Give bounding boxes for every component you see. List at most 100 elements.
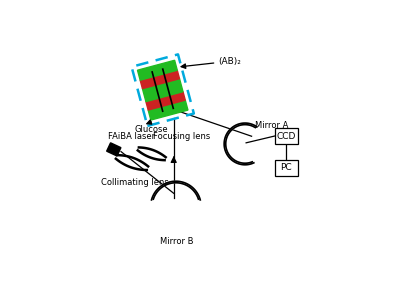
Polygon shape xyxy=(241,123,242,125)
Polygon shape xyxy=(228,155,230,157)
Text: Mirror A: Mirror A xyxy=(255,121,288,130)
Polygon shape xyxy=(244,123,245,125)
Polygon shape xyxy=(170,182,171,184)
Polygon shape xyxy=(153,196,155,197)
Polygon shape xyxy=(107,143,121,156)
Polygon shape xyxy=(138,60,177,80)
Polygon shape xyxy=(190,187,192,188)
Polygon shape xyxy=(252,162,254,163)
Text: CCD: CCD xyxy=(276,131,296,141)
Polygon shape xyxy=(156,191,158,192)
Polygon shape xyxy=(195,192,197,193)
Polygon shape xyxy=(225,139,226,140)
Polygon shape xyxy=(229,156,231,158)
Polygon shape xyxy=(225,137,227,139)
Polygon shape xyxy=(224,141,226,142)
Polygon shape xyxy=(155,192,157,193)
Polygon shape xyxy=(198,199,200,200)
Polygon shape xyxy=(191,188,193,189)
Polygon shape xyxy=(166,183,167,185)
Polygon shape xyxy=(183,183,185,184)
Polygon shape xyxy=(154,194,156,195)
Polygon shape xyxy=(239,162,240,164)
Polygon shape xyxy=(164,184,165,186)
Polygon shape xyxy=(242,163,243,165)
Polygon shape xyxy=(181,182,182,184)
Polygon shape xyxy=(184,183,186,185)
Polygon shape xyxy=(241,163,242,164)
Polygon shape xyxy=(225,140,226,141)
Polygon shape xyxy=(236,161,237,163)
Polygon shape xyxy=(224,145,226,146)
Polygon shape xyxy=(227,154,229,156)
Polygon shape xyxy=(178,181,179,183)
Polygon shape xyxy=(160,186,162,188)
Polygon shape xyxy=(245,163,247,165)
Polygon shape xyxy=(240,123,241,125)
Polygon shape xyxy=(168,182,169,184)
Polygon shape xyxy=(192,188,194,189)
Polygon shape xyxy=(187,184,189,186)
Polygon shape xyxy=(235,125,236,127)
Polygon shape xyxy=(226,152,228,153)
Text: Focusing lens: Focusing lens xyxy=(153,132,210,141)
Polygon shape xyxy=(225,150,227,152)
Bar xyxy=(275,128,298,144)
Polygon shape xyxy=(146,92,185,110)
Polygon shape xyxy=(198,197,200,198)
Polygon shape xyxy=(224,144,226,145)
Polygon shape xyxy=(237,124,238,126)
Polygon shape xyxy=(253,126,256,127)
Text: PC: PC xyxy=(280,163,292,172)
Polygon shape xyxy=(198,198,200,199)
Polygon shape xyxy=(178,182,180,183)
Polygon shape xyxy=(196,195,198,196)
Polygon shape xyxy=(140,70,180,89)
Polygon shape xyxy=(229,156,230,157)
Polygon shape xyxy=(226,135,227,137)
Text: FAiBA laser: FAiBA laser xyxy=(108,132,155,141)
Polygon shape xyxy=(249,163,250,164)
Polygon shape xyxy=(192,189,194,190)
Polygon shape xyxy=(245,163,246,165)
Polygon shape xyxy=(153,195,155,196)
Polygon shape xyxy=(224,146,226,147)
Polygon shape xyxy=(227,133,228,135)
Polygon shape xyxy=(186,184,188,185)
Polygon shape xyxy=(157,189,159,190)
Polygon shape xyxy=(233,159,234,161)
Polygon shape xyxy=(176,181,177,183)
Polygon shape xyxy=(192,189,194,190)
Polygon shape xyxy=(249,124,251,125)
Polygon shape xyxy=(148,100,188,120)
Polygon shape xyxy=(193,190,195,191)
Polygon shape xyxy=(183,182,184,184)
Polygon shape xyxy=(159,187,161,188)
Polygon shape xyxy=(194,190,196,191)
Polygon shape xyxy=(225,147,226,148)
Text: Mirror B: Mirror B xyxy=(160,237,194,246)
Polygon shape xyxy=(248,123,250,125)
Polygon shape xyxy=(255,127,257,128)
Polygon shape xyxy=(225,136,227,137)
Polygon shape xyxy=(194,191,196,192)
Polygon shape xyxy=(190,186,192,188)
Polygon shape xyxy=(197,195,199,196)
Polygon shape xyxy=(247,123,249,125)
Text: Collimating lens: Collimating lens xyxy=(101,178,169,187)
Polygon shape xyxy=(197,196,199,197)
Polygon shape xyxy=(142,79,183,102)
Polygon shape xyxy=(153,195,155,196)
Polygon shape xyxy=(166,183,168,184)
Polygon shape xyxy=(226,134,228,136)
Polygon shape xyxy=(234,126,235,128)
Polygon shape xyxy=(163,184,165,186)
Polygon shape xyxy=(235,161,236,163)
Polygon shape xyxy=(165,183,167,185)
Polygon shape xyxy=(177,181,178,183)
Polygon shape xyxy=(227,133,229,135)
Polygon shape xyxy=(237,162,238,164)
Polygon shape xyxy=(152,198,154,199)
Polygon shape xyxy=(230,157,231,158)
Polygon shape xyxy=(245,123,246,125)
